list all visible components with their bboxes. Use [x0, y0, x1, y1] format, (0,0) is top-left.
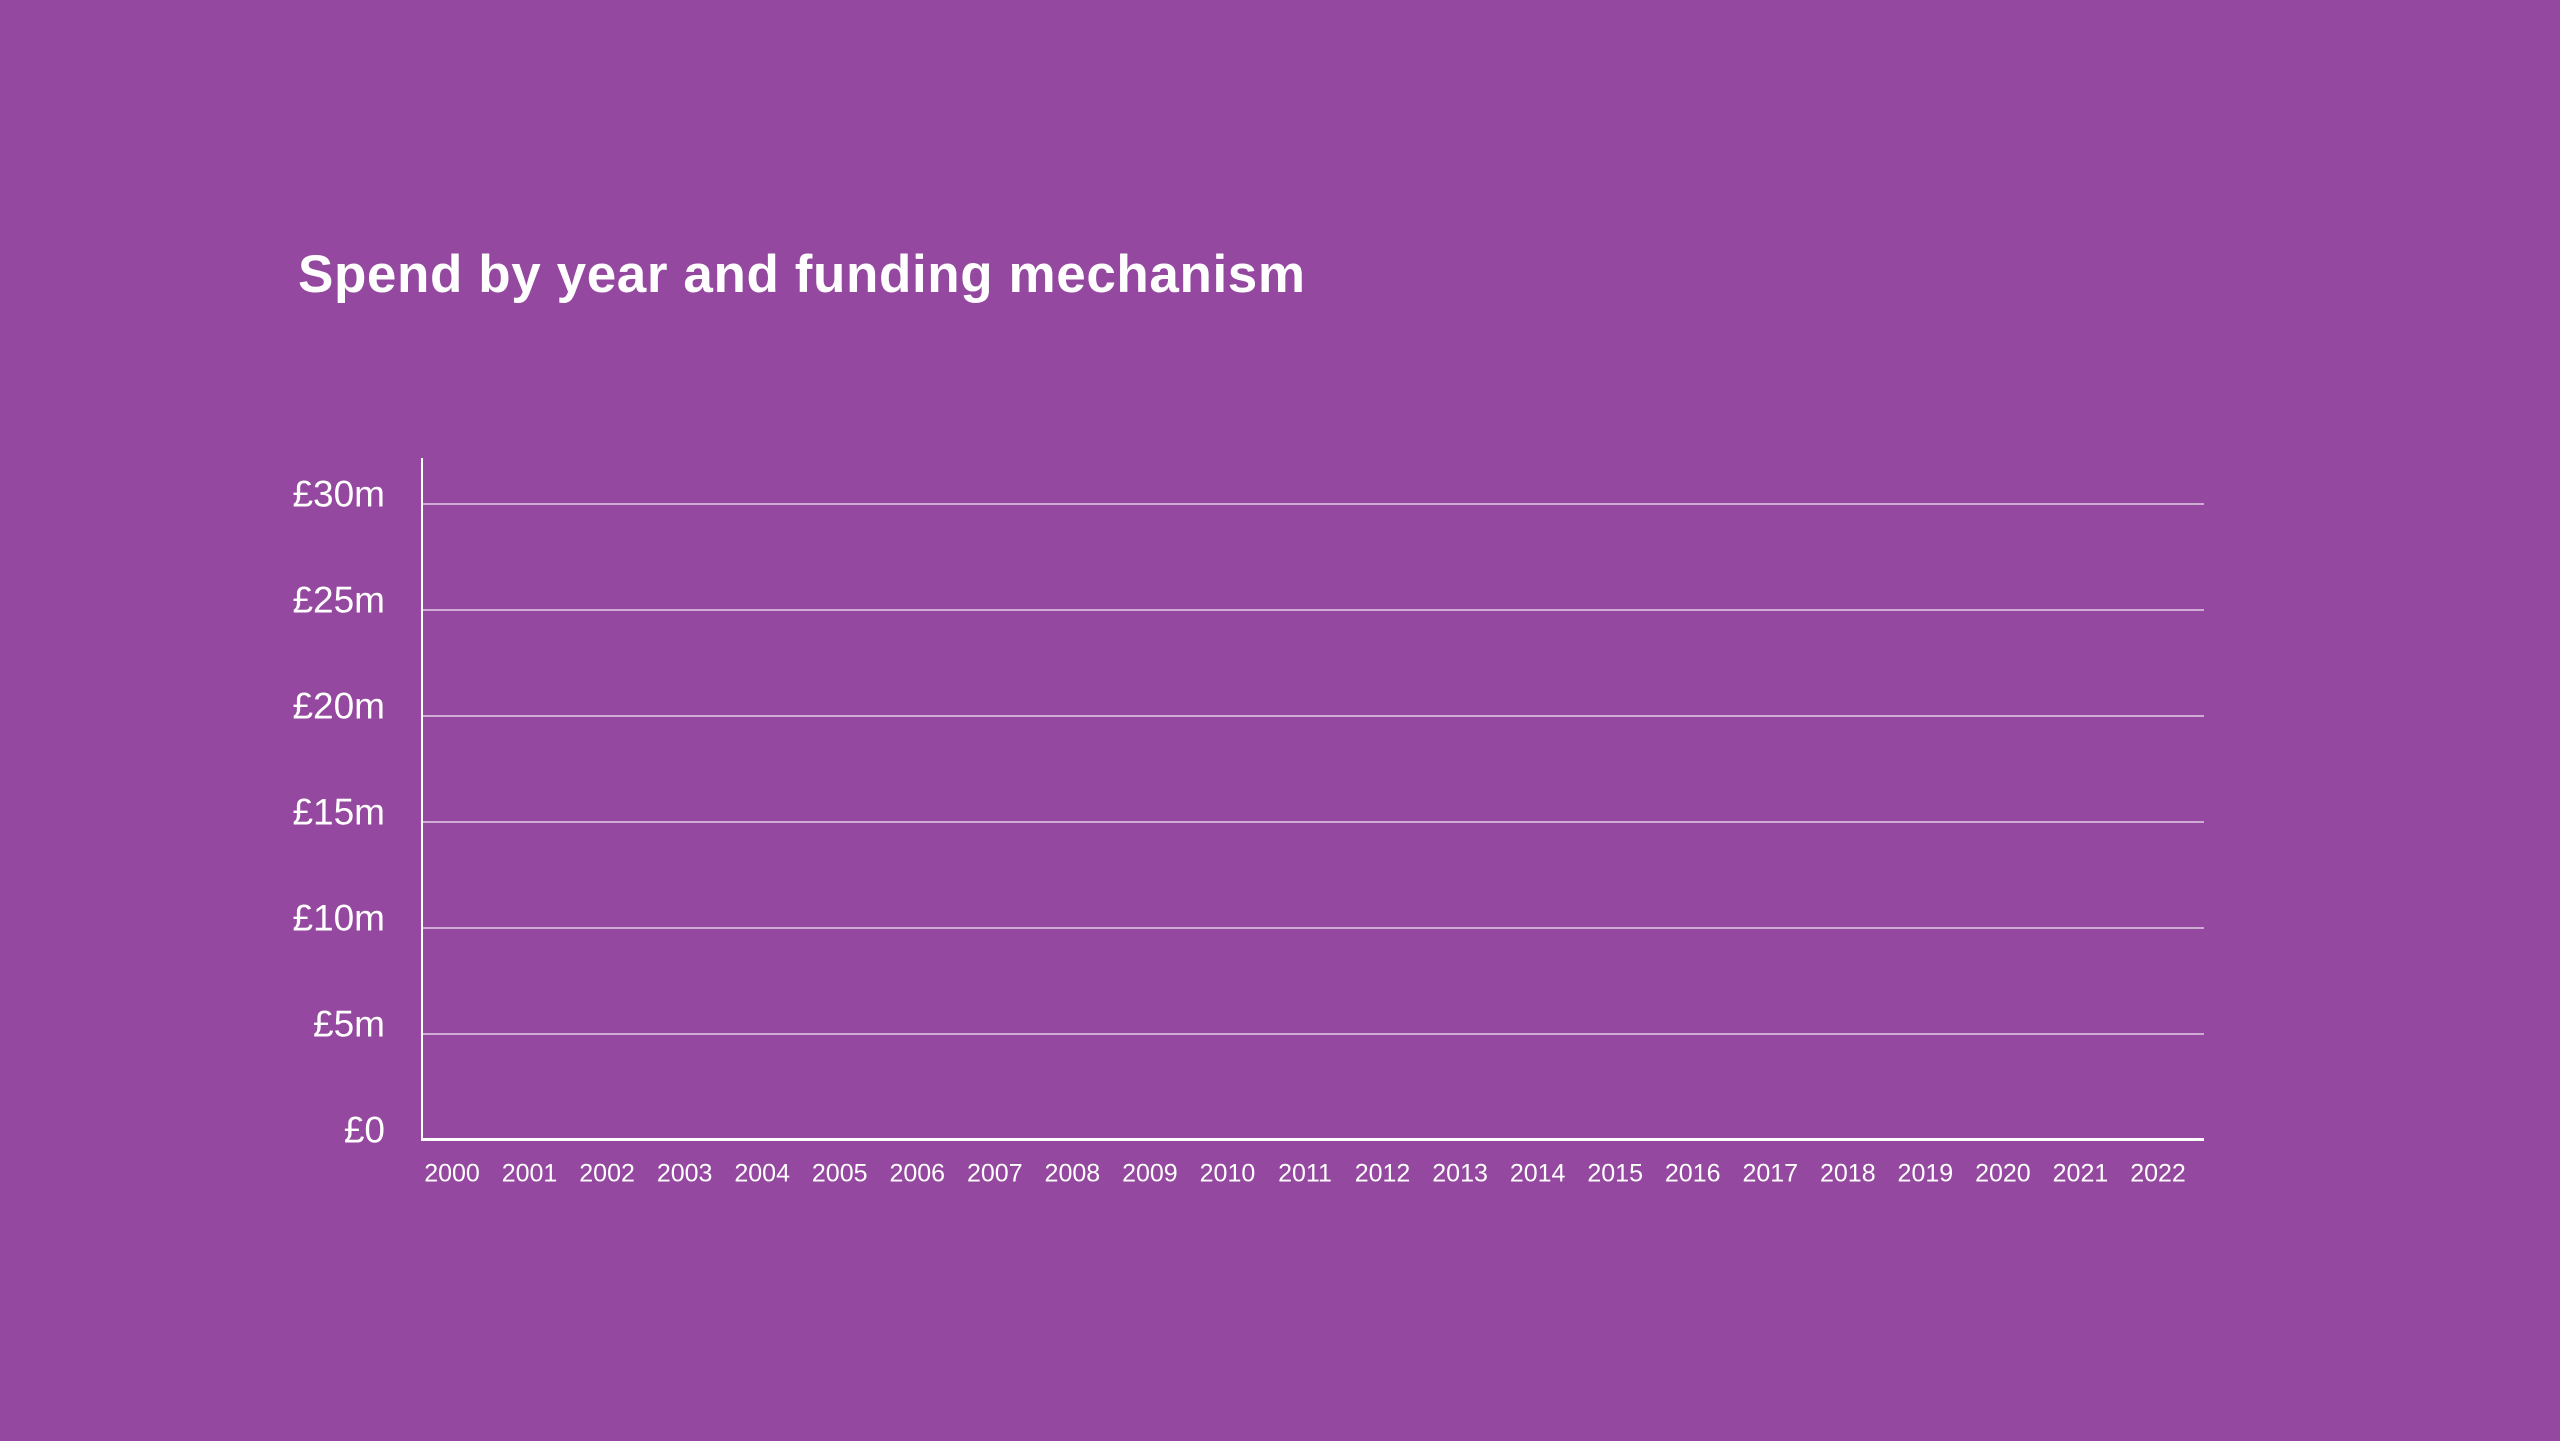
x-axis-tick-label: 2010 — [1199, 1159, 1256, 1188]
y-axis-tick-label: £30m — [292, 473, 385, 515]
gridline — [423, 1033, 2204, 1035]
x-axis-tick-label: 2001 — [501, 1159, 558, 1188]
y-axis-line — [421, 458, 423, 1141]
x-axis-tick-label: 2013 — [1432, 1159, 1488, 1188]
y-axis-tick-label: £20m — [292, 685, 385, 727]
x-axis-tick-label: 2016 — [1664, 1159, 1721, 1188]
x-axis-tick-label: 2008 — [1044, 1159, 1101, 1188]
x-axis-tick-label: 2011 — [1278, 1159, 1332, 1188]
chart-title: Spend by year and funding mechanism — [298, 245, 1306, 304]
y-axis-tick-label: £25m — [292, 579, 385, 621]
y-axis-tick-label: £0 — [343, 1109, 385, 1151]
gridline — [423, 609, 2204, 611]
x-axis-tick-label: 2014 — [1509, 1159, 1566, 1188]
x-axis-line — [421, 1138, 2204, 1141]
x-axis-tick-label: 2002 — [579, 1159, 635, 1188]
gridline — [423, 927, 2204, 929]
y-axis-tick-label: £5m — [313, 1003, 385, 1045]
x-axis-tick-label: 2019 — [1897, 1159, 1954, 1188]
x-axis-tick-label: 2022 — [2130, 1159, 2186, 1188]
x-axis-tick-label: 2009 — [1122, 1159, 1178, 1188]
x-axis-tick-label: 2021 — [2052, 1159, 2109, 1188]
x-axis-tick-label: 2005 — [811, 1159, 868, 1188]
y-axis-tick-label: £10m — [292, 897, 385, 939]
x-axis-tick-label: 2000 — [424, 1159, 480, 1188]
gridline — [423, 503, 2204, 505]
x-axis-tick-label: 2003 — [656, 1159, 713, 1188]
x-axis-tick-label: 2004 — [734, 1159, 790, 1188]
x-axis-tick-label: 2020 — [1975, 1159, 2031, 1188]
x-axis-tick-label: 2018 — [1820, 1159, 1876, 1188]
x-axis-tick-label: 2015 — [1587, 1159, 1643, 1188]
x-axis-tick-label: 2012 — [1354, 1159, 1411, 1188]
gridline — [423, 821, 2204, 823]
gridline — [423, 715, 2204, 717]
x-axis-tick-label: 2017 — [1742, 1159, 1799, 1188]
x-axis-tick-label: 2007 — [967, 1159, 1023, 1188]
y-axis-tick-label: £15m — [292, 791, 385, 833]
x-axis-tick-label: 2006 — [889, 1159, 946, 1188]
